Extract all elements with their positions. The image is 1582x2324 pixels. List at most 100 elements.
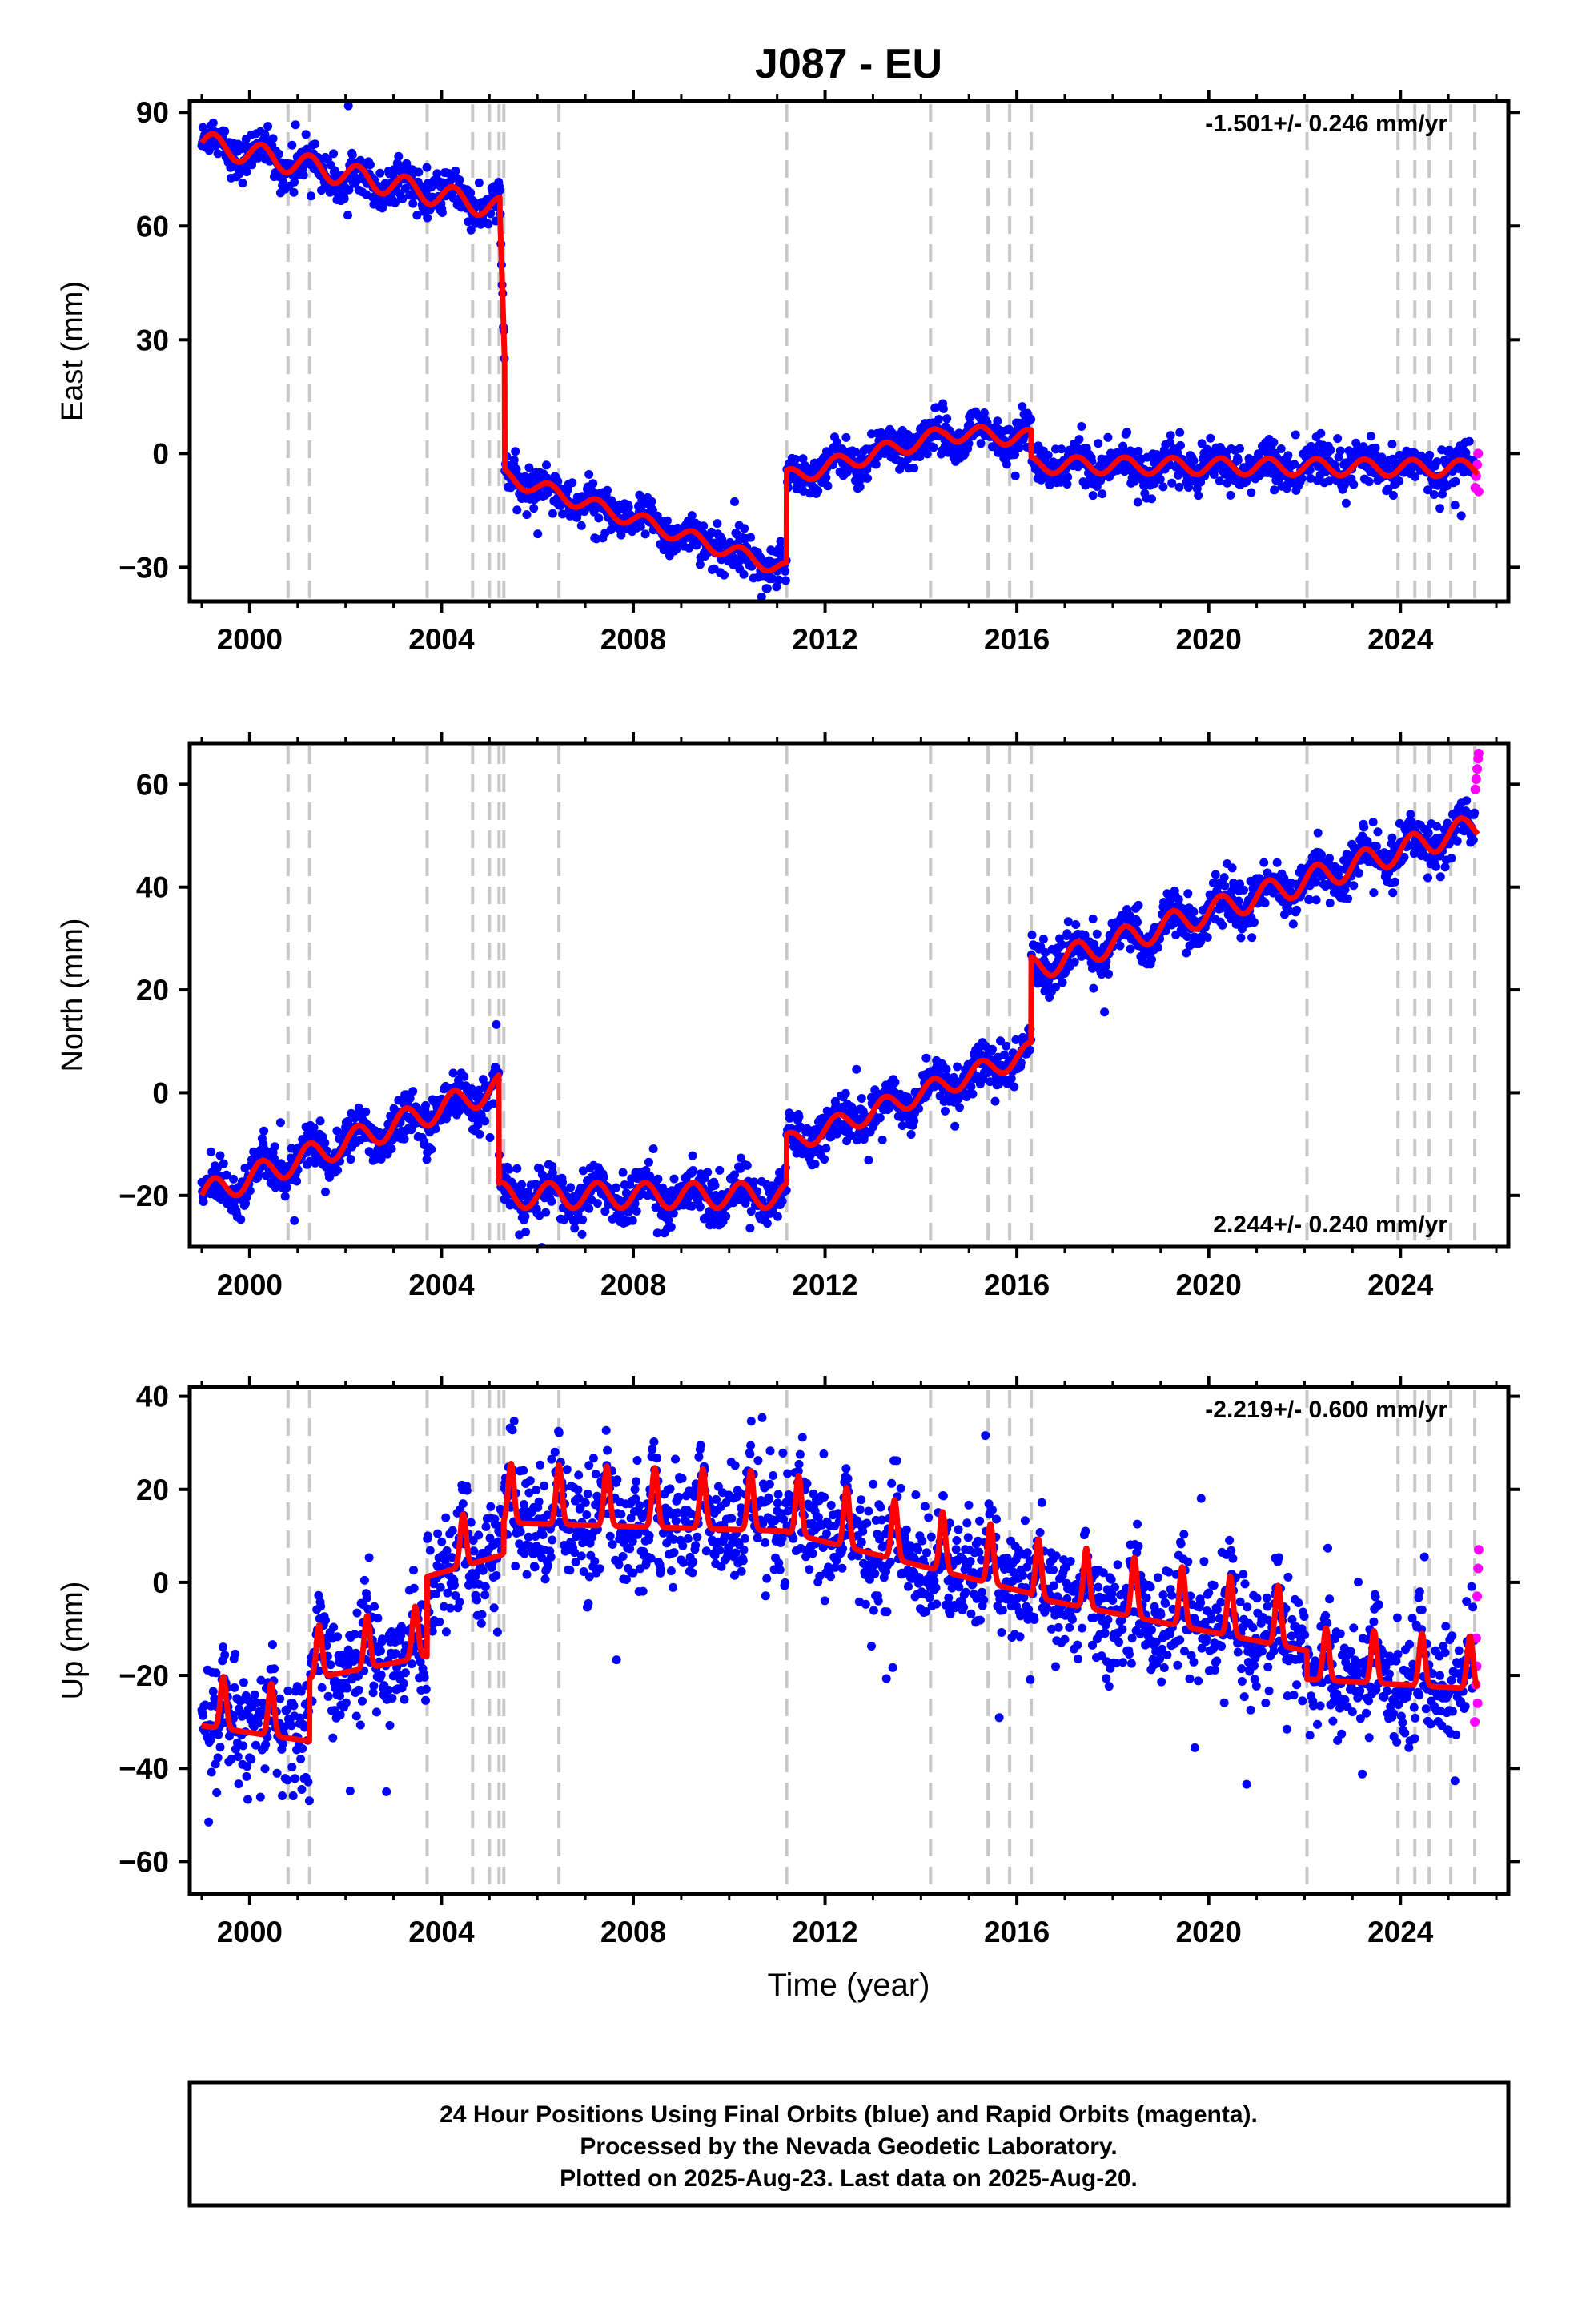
data-point — [773, 1212, 782, 1221]
data-point — [1349, 480, 1359, 489]
x-tick-label: 2016 — [984, 1269, 1050, 1301]
data-point — [301, 130, 311, 139]
data-point — [715, 1165, 725, 1175]
data-point — [687, 511, 697, 521]
data-point — [376, 1670, 386, 1679]
data-point — [466, 188, 476, 198]
data-point — [990, 1096, 1000, 1106]
data-point — [369, 1681, 379, 1691]
data-point — [1435, 504, 1445, 513]
data-point — [1388, 491, 1398, 500]
data-point — [938, 404, 948, 413]
data-point — [242, 1771, 251, 1781]
data-point — [485, 1133, 495, 1142]
data-point — [1325, 899, 1335, 908]
data-point — [303, 1777, 313, 1787]
data-point — [297, 1785, 307, 1794]
data-point — [584, 1204, 594, 1213]
data-point — [511, 447, 520, 456]
data-point — [1038, 935, 1048, 944]
data-point — [662, 516, 672, 525]
y-tick-label: 30 — [136, 324, 169, 356]
data-point — [1175, 428, 1185, 437]
data-point — [1002, 1041, 1011, 1051]
data-point — [278, 176, 287, 186]
data-point — [421, 188, 431, 198]
data-point — [1014, 443, 1024, 452]
data-point — [906, 1130, 916, 1139]
y-tick-label: 20 — [136, 974, 169, 1007]
data-point — [1077, 422, 1086, 431]
data-point — [841, 432, 851, 442]
data-point — [1233, 456, 1243, 465]
data-point — [584, 470, 594, 479]
data-point — [382, 1787, 391, 1796]
data-point — [352, 1608, 362, 1618]
data-point — [547, 1196, 556, 1206]
data-point — [689, 1166, 698, 1175]
data-point — [1203, 933, 1212, 942]
data-point — [1189, 456, 1199, 465]
data-point — [1002, 460, 1011, 469]
data-point — [966, 1082, 976, 1092]
data-point — [345, 1787, 355, 1795]
data-point — [1292, 905, 1302, 915]
data-point — [1134, 446, 1143, 456]
data-point — [512, 464, 521, 474]
data-point — [333, 1632, 343, 1642]
data-point — [1259, 858, 1269, 867]
data-point — [1098, 489, 1107, 499]
y-axis-label-east: East (mm) — [56, 281, 90, 421]
data-point — [260, 1764, 270, 1774]
data-point — [648, 505, 657, 515]
data-point — [777, 1196, 787, 1206]
x-tick-label: 2020 — [1176, 623, 1242, 656]
data-point — [391, 198, 400, 207]
data-point — [412, 211, 422, 220]
data-point — [460, 1072, 469, 1081]
data-point — [307, 191, 315, 201]
data-point — [1395, 476, 1404, 486]
data-point — [772, 582, 781, 592]
data-point — [290, 1216, 299, 1225]
data-point — [239, 1678, 248, 1687]
data-point — [358, 1696, 367, 1706]
data-point — [1071, 920, 1081, 929]
data-point — [941, 1106, 950, 1116]
data-point — [213, 1753, 223, 1763]
event-lines-east — [286, 104, 1477, 598]
final-orbit-points-up — [197, 1413, 1484, 1827]
data-point — [1236, 933, 1246, 943]
data-point — [370, 1602, 379, 1611]
data-point — [1388, 888, 1398, 898]
data-point — [746, 533, 756, 542]
x-tick-label: 2008 — [600, 623, 666, 656]
data-point — [1359, 822, 1369, 832]
data-point — [603, 485, 612, 495]
data-point — [730, 497, 739, 506]
data-point — [1235, 444, 1244, 453]
data-point — [270, 1142, 279, 1152]
data-point — [455, 175, 464, 185]
data-point — [296, 1755, 306, 1763]
data-point — [1456, 511, 1466, 521]
data-point — [354, 1685, 363, 1695]
data-point — [852, 1064, 861, 1074]
data-point — [909, 1116, 919, 1126]
data-point — [1100, 1007, 1110, 1017]
y-axis-label-north: North (mm) — [56, 918, 90, 1072]
event-lines-north — [286, 746, 1477, 1244]
data-point — [366, 160, 375, 170]
data-point — [762, 584, 772, 593]
data-point — [909, 464, 919, 473]
data-point — [229, 1174, 238, 1184]
data-point — [1470, 808, 1480, 818]
data-point — [522, 510, 532, 520]
x-tick-label: 2024 — [1367, 623, 1434, 656]
data-point — [387, 1144, 396, 1153]
data-point — [1058, 978, 1067, 987]
rapid-point — [1473, 448, 1484, 459]
